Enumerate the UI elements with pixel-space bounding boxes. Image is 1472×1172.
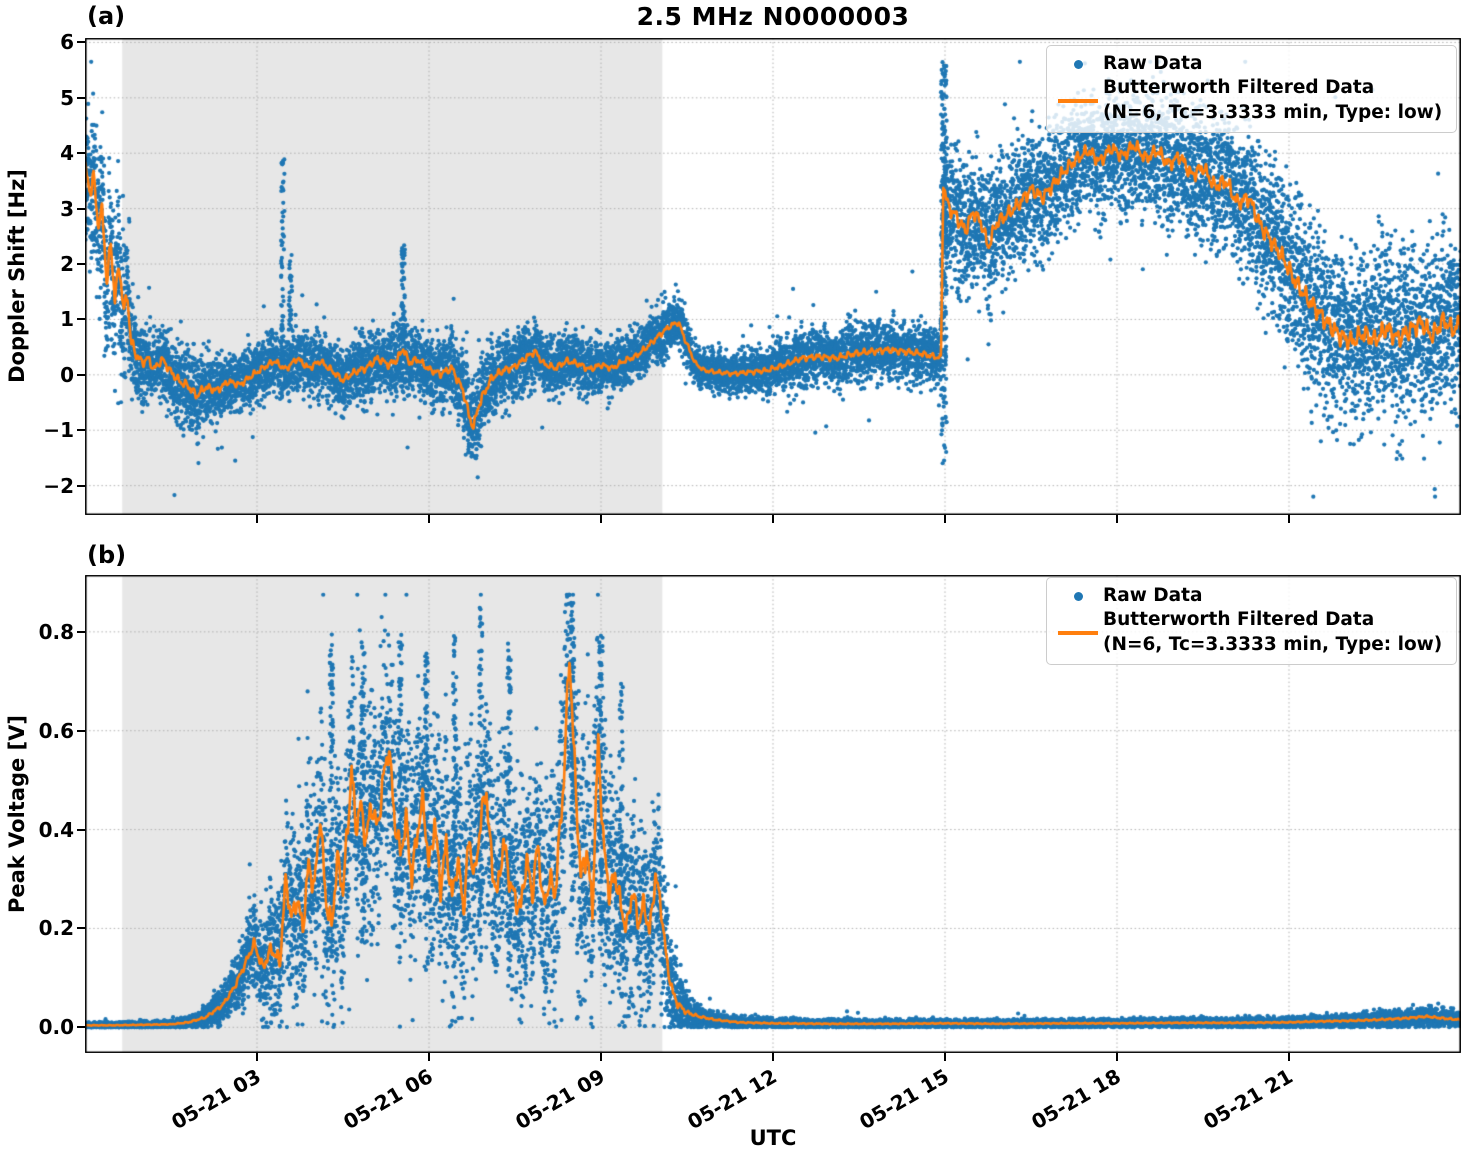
y-tick-label: 0.8 — [38, 619, 74, 644]
y-tick-mark — [77, 1026, 85, 1029]
x-tick-mark — [428, 1053, 430, 1061]
filtered-data-label: Butterworth Filtered Data (N=6, Tc=3.333… — [1103, 76, 1442, 125]
raw-data-label: Raw Data — [1103, 53, 1203, 74]
raw-data-marker — [1053, 59, 1103, 69]
filtered-data-label-line1: Butterworth Filtered Data — [1103, 77, 1375, 99]
y-tick-label: 0 — [60, 362, 74, 387]
filtered-data-label-line1: Butterworth Filtered Data — [1103, 609, 1375, 631]
x-tick-mark — [1116, 515, 1118, 523]
x-tick-mark — [600, 1053, 602, 1061]
y-tick-mark — [77, 41, 85, 44]
y-tick-mark — [77, 429, 85, 432]
y-tick-label: 2 — [60, 252, 74, 277]
filtered-data-label-line2: (N=6, Tc=3.3333 min, Type: low) — [1103, 101, 1443, 123]
y-tick-mark — [77, 207, 85, 210]
y-tick-mark — [77, 373, 85, 376]
x-tick-label: 05-21 09 — [511, 1064, 609, 1135]
x-tick-mark — [944, 515, 946, 523]
x-tick-mark — [772, 515, 774, 523]
y-tick-mark — [77, 263, 85, 266]
legend-entry-raw: Raw Data — [1053, 584, 1448, 608]
raw-data-marker — [1053, 591, 1103, 601]
y-tick-label: 3 — [60, 196, 74, 221]
y-tick-mark — [77, 152, 85, 155]
x-tick-label: 05-21 21 — [1199, 1064, 1297, 1135]
x-tick-label: 05-21 18 — [1027, 1064, 1125, 1135]
y-tick-label: 0.0 — [38, 1015, 74, 1040]
panel-b-label: (b) — [87, 541, 127, 569]
x-tick-mark — [256, 515, 258, 523]
x-tick-label: 05-21 06 — [339, 1064, 437, 1135]
chart-title: 2.5 MHz N0000003 — [636, 2, 910, 31]
y-tick-label: −1 — [43, 418, 74, 443]
y-tick-mark — [77, 927, 85, 930]
filtered-data-label-line2: (N=6, Tc=3.3333 min, Type: low) — [1103, 633, 1443, 655]
x-tick-mark — [600, 515, 602, 523]
legend-entry-filtered: Butterworth Filtered Data (N=6, Tc=3.333… — [1053, 76, 1448, 125]
x-tick-mark — [1288, 515, 1290, 523]
x-tick-mark — [256, 1053, 258, 1061]
y-tick-mark — [77, 729, 85, 732]
y-tick-label: 0.4 — [38, 817, 74, 842]
filtered-data-marker — [1053, 99, 1103, 103]
y-tick-label: 5 — [60, 85, 74, 110]
x-tick-mark — [1116, 1053, 1118, 1061]
x-tick-label: 05-21 03 — [167, 1064, 265, 1135]
y-tick-label: 0.2 — [38, 916, 74, 941]
x-tick-mark — [772, 1053, 774, 1061]
x-tick-label: 05-21 15 — [855, 1064, 953, 1135]
y-tick-mark — [77, 630, 85, 633]
y-tick-mark — [77, 484, 85, 487]
raw-data-label: Raw Data — [1103, 585, 1203, 606]
legend-entry-filtered: Butterworth Filtered Data (N=6, Tc=3.333… — [1053, 608, 1448, 657]
y-tick-label: 4 — [60, 141, 74, 166]
y-tick-mark — [77, 318, 85, 321]
x-tick-mark — [944, 1053, 946, 1061]
x-tick-mark — [428, 515, 430, 523]
y-tick-mark — [77, 828, 85, 831]
y-tick-label: 1 — [60, 307, 74, 332]
panel-a-label: (a) — [87, 2, 126, 30]
y-tick-label: −2 — [43, 473, 74, 498]
y-tick-mark — [77, 96, 85, 99]
x-tick-mark — [1288, 1053, 1290, 1061]
x-axis-label: UTC — [749, 1126, 797, 1150]
legend-entry-raw: Raw Data — [1053, 52, 1448, 76]
panel-a-legend: Raw Data Butterworth Filtered Data (N=6,… — [1046, 45, 1457, 134]
x-tick-label: 05-21 12 — [683, 1064, 781, 1135]
panel-b-ylabel: Peak Voltage [V] — [5, 714, 29, 914]
panel-b-legend: Raw Data Butterworth Filtered Data (N=6,… — [1046, 577, 1457, 666]
y-tick-label: 0.6 — [38, 718, 74, 743]
filtered-data-label: Butterworth Filtered Data (N=6, Tc=3.333… — [1103, 608, 1442, 657]
filtered-data-marker — [1053, 631, 1103, 635]
y-tick-label: 6 — [60, 30, 74, 55]
